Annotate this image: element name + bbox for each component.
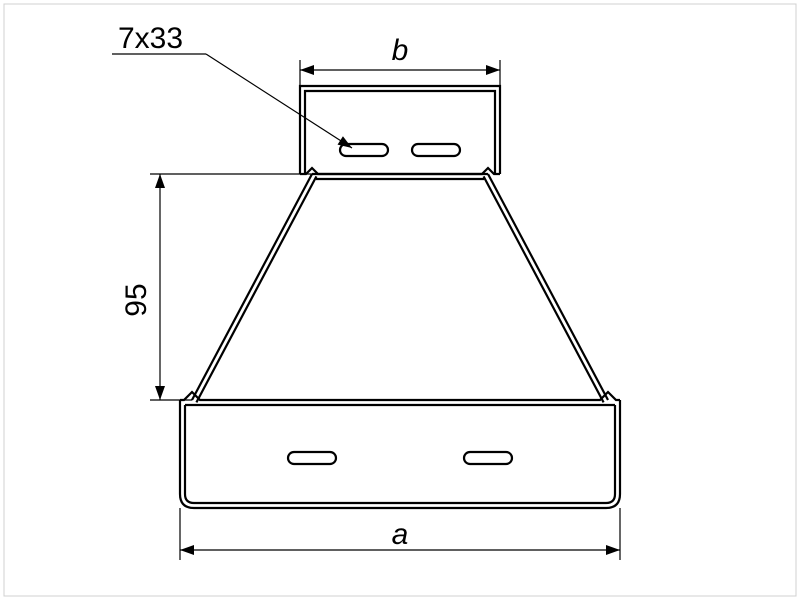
trapezoid-left-inner [196,176,316,402]
top-slot-2 [412,144,460,156]
technical-drawing: b a 95 7x33 [0,0,800,600]
bottom-flange-top-edge [180,392,620,400]
callout-label: 7x33 [118,22,183,55]
dim-label-a: a [392,518,409,551]
trapezoid-right-inner [484,176,604,402]
top-flange-inner [305,91,495,174]
callout-leader [206,54,352,148]
bottom-slot-2 [464,452,512,464]
dim-label-b: b [392,34,409,67]
bottom-flange-outer [180,400,620,508]
dim-label-95: 95 [120,283,153,316]
bottom-flange-inner [185,405,615,503]
trapezoid-left-outer [192,174,312,400]
bottom-slot-1 [288,452,336,464]
trapezoid-right-outer [488,174,608,400]
top-flange-outer [300,86,500,174]
